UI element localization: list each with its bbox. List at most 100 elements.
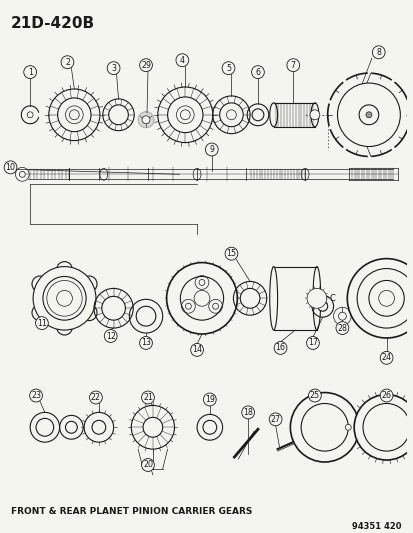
Circle shape <box>371 46 384 59</box>
Circle shape <box>347 259 413 338</box>
Text: 7: 7 <box>290 61 295 70</box>
Circle shape <box>251 66 263 78</box>
Circle shape <box>141 458 154 471</box>
Text: 11: 11 <box>37 319 47 328</box>
Circle shape <box>109 105 128 125</box>
Circle shape <box>306 336 318 350</box>
Circle shape <box>33 266 96 330</box>
Circle shape <box>273 342 286 354</box>
Circle shape <box>185 303 191 309</box>
Text: 13: 13 <box>141 338 151 348</box>
Circle shape <box>107 62 120 75</box>
Circle shape <box>240 288 259 308</box>
Text: 26: 26 <box>381 391 391 400</box>
Text: 4: 4 <box>179 56 184 64</box>
Text: 10: 10 <box>5 163 15 172</box>
Circle shape <box>362 403 409 451</box>
Circle shape <box>139 336 152 350</box>
Text: 29: 29 <box>141 61 151 70</box>
Circle shape <box>379 389 392 402</box>
Text: 18: 18 <box>242 408 252 417</box>
Circle shape <box>57 290 72 306</box>
Text: 16: 16 <box>275 343 285 352</box>
Circle shape <box>338 312 346 320</box>
Circle shape <box>57 319 72 335</box>
Circle shape <box>202 421 216 434</box>
Circle shape <box>327 73 409 157</box>
Circle shape <box>32 305 47 321</box>
Polygon shape <box>138 112 154 128</box>
Circle shape <box>335 321 348 335</box>
Circle shape <box>225 247 237 260</box>
Circle shape <box>167 97 202 133</box>
Text: FRONT & REAR PLANET PINION CARRIER GEARS: FRONT & REAR PLANET PINION CARRIER GEARS <box>10 507 251 515</box>
Circle shape <box>47 280 82 316</box>
Text: 2: 2 <box>65 58 70 67</box>
Circle shape <box>317 301 327 311</box>
Circle shape <box>81 305 97 321</box>
Circle shape <box>199 279 204 285</box>
Ellipse shape <box>300 168 308 180</box>
Circle shape <box>32 276 47 292</box>
Circle shape <box>356 269 413 328</box>
Circle shape <box>226 110 236 120</box>
Text: 9: 9 <box>209 145 214 154</box>
Text: 23: 23 <box>31 391 41 400</box>
Circle shape <box>309 110 319 120</box>
Circle shape <box>139 59 152 71</box>
Circle shape <box>286 59 299 71</box>
Circle shape <box>358 105 378 125</box>
Circle shape <box>57 98 91 132</box>
Ellipse shape <box>100 168 107 180</box>
Circle shape <box>222 62 234 75</box>
Circle shape <box>141 391 154 404</box>
Circle shape <box>30 389 42 402</box>
Text: 27: 27 <box>270 415 280 424</box>
Circle shape <box>354 394 413 460</box>
Circle shape <box>306 288 326 308</box>
Circle shape <box>142 116 150 124</box>
Ellipse shape <box>269 266 277 330</box>
Ellipse shape <box>312 266 320 330</box>
Circle shape <box>368 280 403 316</box>
Circle shape <box>180 110 190 120</box>
Circle shape <box>379 351 392 364</box>
Text: 94351 420: 94351 420 <box>351 521 401 530</box>
Circle shape <box>92 421 105 434</box>
Text: 24: 24 <box>381 353 391 362</box>
Circle shape <box>378 290 394 306</box>
Circle shape <box>176 54 188 67</box>
Circle shape <box>136 306 155 326</box>
Circle shape <box>89 391 102 404</box>
Circle shape <box>241 406 254 419</box>
Text: 15: 15 <box>226 249 236 258</box>
Circle shape <box>143 417 162 437</box>
Circle shape <box>180 277 223 320</box>
Circle shape <box>57 262 72 278</box>
Ellipse shape <box>269 103 277 127</box>
Text: 17: 17 <box>307 338 317 348</box>
Circle shape <box>219 103 243 127</box>
Circle shape <box>69 110 79 120</box>
Circle shape <box>24 66 36 78</box>
Circle shape <box>203 393 216 406</box>
Circle shape <box>27 112 33 118</box>
Circle shape <box>212 303 218 309</box>
Circle shape <box>194 290 209 306</box>
Text: 3: 3 <box>111 63 116 72</box>
Circle shape <box>102 296 125 320</box>
Circle shape <box>166 263 237 334</box>
Text: 21: 21 <box>142 393 153 402</box>
Circle shape <box>308 389 320 402</box>
Circle shape <box>344 424 350 430</box>
Text: 14: 14 <box>192 345 202 354</box>
Circle shape <box>290 393 358 462</box>
Text: 19: 19 <box>204 395 214 404</box>
Circle shape <box>205 143 218 156</box>
Text: 25: 25 <box>309 391 319 400</box>
Text: 12: 12 <box>105 332 115 341</box>
Ellipse shape <box>310 103 318 127</box>
Circle shape <box>300 403 347 451</box>
Text: 21D-420B: 21D-420B <box>10 15 95 30</box>
Circle shape <box>104 329 117 343</box>
